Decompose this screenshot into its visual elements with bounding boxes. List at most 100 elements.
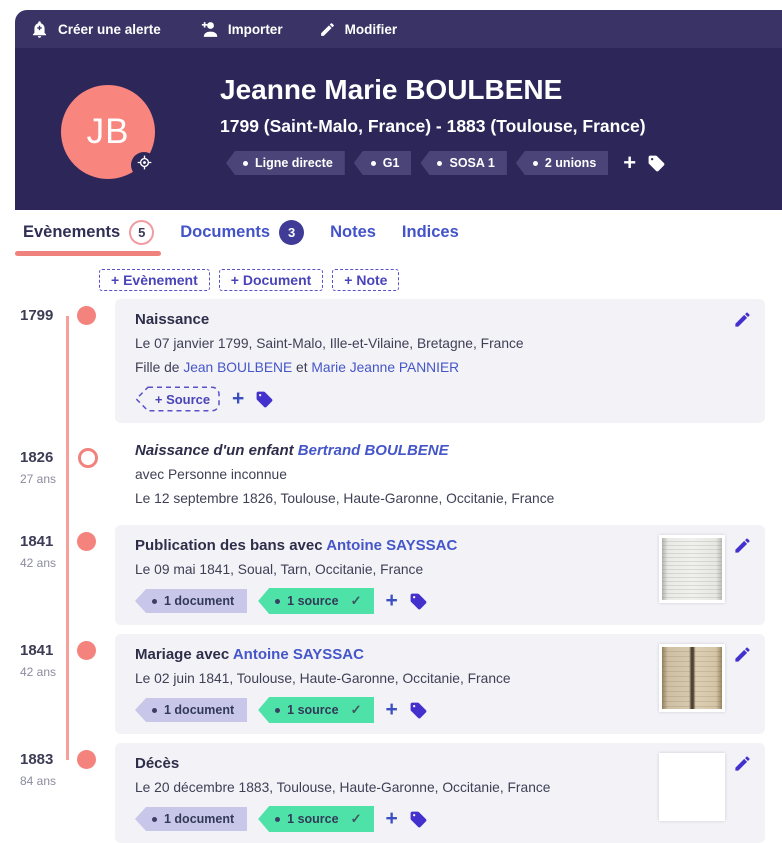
event-title: Décès (135, 754, 745, 774)
chip-label: 1 source (287, 812, 339, 826)
document-thumbnail[interactable] (659, 753, 725, 821)
person-name: Jeanne Marie BOULBENE (220, 74, 563, 105)
chip-label: 1 source (287, 594, 339, 608)
tag-icon[interactable] (647, 154, 666, 173)
add-icon[interactable]: + (232, 387, 245, 410)
check-icon: ✓ (350, 811, 362, 826)
add-document-button[interactable]: + Document (218, 269, 324, 291)
event-card: Mariage avec Antoine SAYSSAC Le 02 juin 1… (115, 634, 765, 734)
event-content: Mariage avec Antoine SAYSSAC Le 02 juin 1… (115, 634, 765, 734)
timeline-line (66, 315, 69, 760)
text-segment: et (292, 360, 312, 375)
edit-event-button[interactable] (733, 536, 752, 560)
event-card: Publication des bans avec Antoine SAYSSA… (115, 525, 765, 625)
event-content: Décès Le 20 décembre 1883, Toulouse, Haut… (115, 743, 765, 843)
add-note-button[interactable]: + Note (332, 269, 400, 291)
event-content: Publication des bans avec Antoine SAYSSA… (115, 525, 765, 625)
event-footer: 1 document 1 source ✓ + (135, 806, 745, 832)
document-chip[interactable]: 1 document (135, 698, 248, 722)
event-year: 1883 (20, 751, 54, 768)
chip-label: 1 source (287, 703, 339, 717)
timeline-dot (78, 448, 98, 468)
document-thumbnail-image (662, 538, 722, 600)
add-tag-button[interactable]: + (623, 150, 637, 175)
event-row: 1841 42 ans Mariage avec Antoine SAYSSAC Le… (0, 634, 782, 734)
profile-header: JB Jeanne Marie BOULBENE 1799 (Saint-Mal… (15, 48, 782, 210)
edit-event-button[interactable] (733, 754, 752, 778)
timeline-dot (77, 641, 96, 660)
tag-sosa: SOSA 1 (420, 151, 507, 175)
source-chip[interactable]: 1 source ✓ (258, 806, 375, 832)
chip-label: 1 document (164, 594, 235, 608)
document-chip[interactable]: 1 document (135, 589, 248, 613)
event-year: 1799 (20, 307, 54, 324)
tag-icon[interactable] (255, 390, 274, 409)
tab-documents[interactable]: Documents 3 (180, 220, 305, 245)
source-chip[interactable]: 1 source ✓ (258, 588, 375, 614)
person-lifespan: 1799 (Saint-Malo, France) - 1883 (Toulou… (220, 116, 646, 136)
tag-icon[interactable] (409, 592, 428, 611)
text-segment: Le 02 juin 1841, Toulouse, Haute-Garonne… (135, 671, 511, 686)
event-year: 1841 (20, 642, 54, 659)
document-chip[interactable]: 1 document (135, 807, 248, 831)
person-link[interactable]: Antoine SAYSSAC (326, 537, 458, 554)
events-timeline: 1799 Naissance Le 07 janvier 1799, Saint-M… (0, 299, 782, 843)
tab-evenements[interactable]: Evènements 5 (23, 220, 155, 245)
add-event-button[interactable]: + Evènement (99, 269, 210, 291)
text-segment: Naissance d'un enfant (135, 442, 298, 459)
bullet-icon (437, 160, 443, 166)
source-chip[interactable]: 1 source ✓ (258, 697, 375, 723)
bullet-icon (152, 707, 157, 713)
person-link[interactable]: Marie Jeanne PANNIER (311, 360, 460, 375)
event-footer: 1 document 1 source ✓ + (135, 588, 745, 614)
documents-count-badge: 3 (279, 220, 305, 245)
tree-position-button[interactable] (131, 152, 157, 178)
quick-add-actions: + Evènement + Document + Note (99, 269, 400, 291)
bullet-icon (275, 707, 281, 713)
event-year-col: 1841 42 ans (0, 525, 68, 625)
text-segment: Le 09 mai 1841, Soual, Tarn, Occitanie, … (135, 562, 424, 577)
text-segment: Naissance (135, 311, 210, 328)
timeline-dot (77, 750, 96, 769)
event-row: 1883 84 ans Décès Le 20 décembre 1883, Toul… (0, 743, 782, 843)
timeline-dot-col (68, 634, 115, 734)
person-link[interactable]: Antoine SAYSSAC (232, 646, 364, 663)
avatar: JB (61, 85, 155, 179)
event-row: 1841 42 ans Publication des bans avec Anto… (0, 525, 782, 625)
add-icon[interactable]: + (385, 698, 398, 721)
event-detail-line: Le 09 mai 1841, Soual, Tarn, Occitanie, … (135, 560, 745, 580)
event-detail-line: Le 12 septembre 1826, Toulouse, Haute-Ga… (135, 489, 745, 509)
event-year-col: 1883 84 ans (0, 743, 68, 843)
tag-icon[interactable] (409, 701, 428, 720)
tab-indices[interactable]: Indices (401, 223, 459, 241)
text-segment: Fille de (135, 360, 184, 375)
modify-button[interactable]: Modifier (319, 21, 397, 38)
add-icon[interactable]: + (385, 589, 398, 612)
document-thumbnail[interactable] (659, 535, 725, 603)
tag-icon[interactable] (409, 810, 428, 829)
event-year-col: 1799 (0, 299, 68, 423)
text-segment: Décès (135, 755, 180, 772)
person-link[interactable]: Bertrand BOULBENE (297, 442, 449, 459)
event-age: 42 ans (20, 665, 57, 679)
text-segment: Le 20 décembre 1883, Toulouse, Haute-Gar… (135, 780, 551, 795)
tab-notes[interactable]: Notes (330, 223, 376, 241)
edit-event-button[interactable] (733, 310, 752, 334)
document-thumbnail[interactable] (659, 644, 725, 712)
toolbar: Créer une alerte Importer Modifier (15, 10, 782, 48)
event-detail-line: Le 02 juin 1841, Toulouse, Haute-Garonne… (135, 669, 745, 689)
bullet-icon (532, 160, 538, 166)
timeline-dot (77, 532, 96, 551)
event-content: Naissance Le 07 janvier 1799, Saint-Malo,… (115, 299, 765, 423)
text-segment: Le 12 septembre 1826, Toulouse, Haute-Ga… (135, 491, 555, 506)
person-link[interactable]: Jean BOULBENE (183, 360, 293, 375)
import-button[interactable]: Importer (197, 20, 283, 38)
text-segment: avec Personne inconnue (135, 467, 287, 482)
timeline-dot-col (68, 743, 115, 843)
add-source-button[interactable]: + Source (135, 386, 221, 412)
edit-event-button[interactable] (733, 645, 752, 669)
event-row: 1799 Naissance Le 07 janvier 1799, Saint-M… (0, 299, 782, 423)
event-detail-line: Le 20 décembre 1883, Toulouse, Haute-Gar… (135, 778, 745, 798)
add-icon[interactable]: + (385, 807, 398, 830)
create-alert-button[interactable]: Créer une alerte (30, 20, 161, 39)
